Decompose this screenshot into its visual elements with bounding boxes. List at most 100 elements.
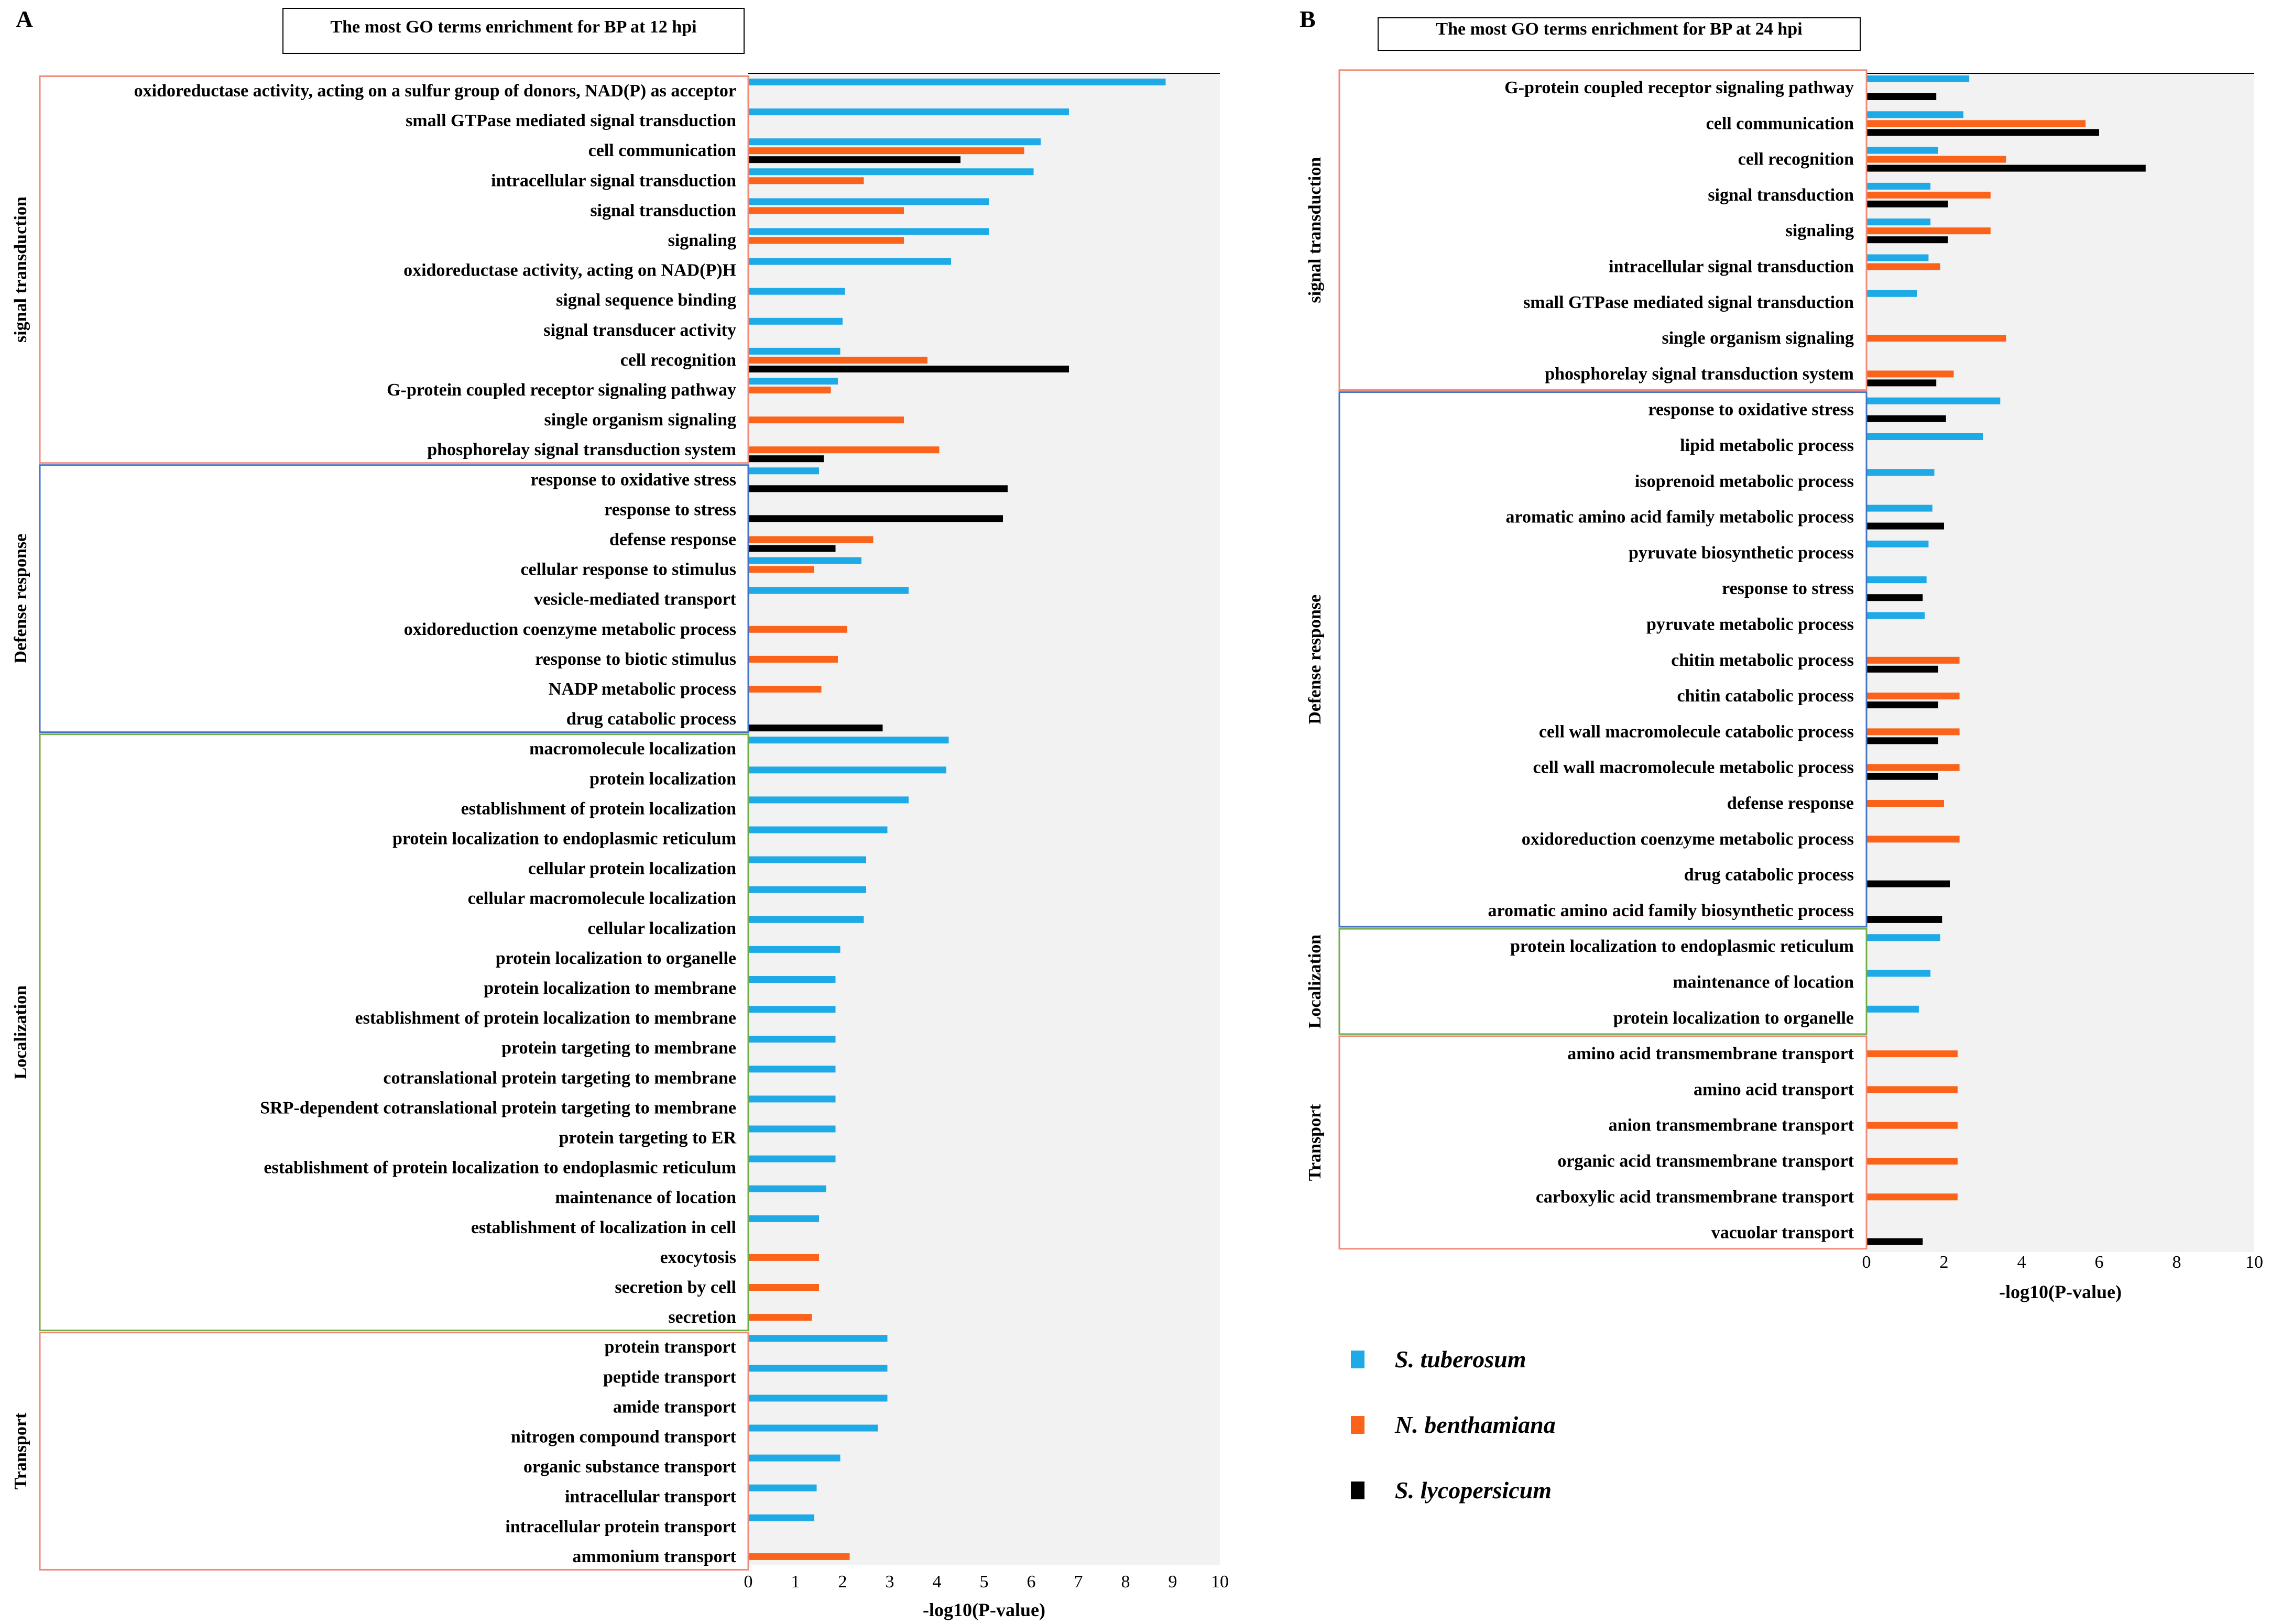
category-label: cell wall macromolecule metabolic proces… xyxy=(1533,758,1854,777)
category-row-isoprenoid-metabolic-process: isoprenoid metabolic process xyxy=(1635,469,1935,491)
category-row-cell-communication: cell communication xyxy=(1706,111,2099,136)
category-row-small-gtpase-mediated-signal-transduction: small GTPase mediated signal transductio… xyxy=(406,108,1069,130)
bar-s-lycopersicum xyxy=(1866,93,1937,100)
bar-n-benthamiana xyxy=(1866,693,1960,700)
bar-s-tuberosum xyxy=(1866,218,1931,226)
category-label: phosphorelay signal transduction system xyxy=(1545,364,1854,383)
bar-s-lycopersicum xyxy=(1866,236,1948,244)
x-tick-label: 2 xyxy=(1940,1253,1949,1272)
category-row-protein-localization-to-endoplasmic-reticulum: protein localization to endoplasmic reti… xyxy=(392,826,888,849)
category-row-g-protein-coupled-receptor-signaling-pathway: G-protein coupled receptor signaling pat… xyxy=(1504,75,1970,100)
category-label: amide transport xyxy=(613,1397,737,1417)
group-label: signal transduction xyxy=(1305,157,1325,303)
category-row-srp-dependent-cotranslational-protein-targeting-to-membrane: SRP-dependent cotranslational protein ta… xyxy=(260,1095,836,1117)
bar-s-lycopersicum xyxy=(1866,880,1950,887)
category-label: protein transport xyxy=(604,1337,736,1357)
bar-s-tuberosum xyxy=(1866,75,1970,82)
category-row-establishment-of-protein-localization-to-endoplasmic-reticulum: establishment of protein localization to… xyxy=(264,1155,836,1178)
category-label: cotranslational protein targeting to mem… xyxy=(383,1068,736,1088)
category-row-small-gtpase-mediated-signal-transduction: small GTPase mediated signal transductio… xyxy=(1523,290,1917,312)
bar-s-lycopersicum xyxy=(748,455,824,463)
bar-s-tuberosum xyxy=(748,1484,817,1491)
category-row-pyruvate-biosynthetic-process: pyruvate biosynthetic process xyxy=(1629,540,1929,563)
category-row-protein-localization: protein localization xyxy=(589,766,946,788)
category-label: cell wall macromolecule catabolic proces… xyxy=(1539,722,1854,741)
bar-s-tuberosum xyxy=(1866,469,1935,476)
bar-s-tuberosum xyxy=(748,766,946,774)
category-row-defense-response: defense response xyxy=(609,530,874,552)
bar-s-tuberosum xyxy=(748,1365,888,1372)
category-label: cellular protein localization xyxy=(528,859,736,879)
category-label: ammonium transport xyxy=(572,1547,736,1566)
bar-s-tuberosum xyxy=(1866,433,1983,440)
bar-s-lycopersicum xyxy=(748,515,1003,522)
category-row-vesicle-mediated-transport: vesicle-mediated transport xyxy=(534,587,909,609)
bar-n-benthamiana xyxy=(1866,764,1960,771)
bar-n-benthamiana xyxy=(748,387,831,393)
category-row-carboxylic-acid-transmembrane-transport: carboxylic acid transmembrane transport xyxy=(1536,1187,1958,1206)
category-row-intracellular-protein-transport: intracellular protein transport xyxy=(505,1514,814,1537)
category-row-pyruvate-metabolic-process: pyruvate metabolic process xyxy=(1646,612,1925,634)
bar-s-tuberosum xyxy=(748,79,1166,85)
category-label: anion transmembrane transport xyxy=(1609,1116,1854,1135)
category-label: maintenance of location xyxy=(1673,973,1854,992)
category-label: response to stress xyxy=(1722,579,1854,598)
bar-n-benthamiana xyxy=(748,655,838,663)
category-row-oxidoreduction-coenzyme-metabolic-process: oxidoreduction coenzyme metabolic proces… xyxy=(404,620,847,639)
legend-swatch xyxy=(1351,1416,1364,1434)
category-label: peptide transport xyxy=(603,1367,737,1387)
category-row-exocytosis: exocytosis xyxy=(660,1248,819,1267)
group-label: Transport xyxy=(11,1412,30,1489)
category-label: small GTPase mediated signal transductio… xyxy=(1523,293,1854,312)
bar-s-tuberosum xyxy=(748,1424,878,1432)
x-tick-label: 5 xyxy=(980,1572,989,1592)
bar-n-benthamiana xyxy=(748,356,927,364)
bar-s-lycopersicum xyxy=(1866,737,1938,744)
group-box-localization xyxy=(1338,928,1868,1035)
x-axis-label: -log10(P-value) xyxy=(1999,1281,2122,1302)
bar-s-tuberosum xyxy=(1866,576,1927,584)
chart-title: The most GO terms enrichment for BP at 2… xyxy=(1436,19,1802,39)
bar-n-benthamiana xyxy=(1866,370,1954,378)
category-row-cellular-macromolecule-localization: cellular macromolecule localization xyxy=(468,886,866,908)
category-label: establishment of protein localization to… xyxy=(264,1158,736,1178)
bar-n-benthamiana xyxy=(748,1314,812,1321)
bar-s-tuberosum xyxy=(748,826,888,833)
category-label: cell recognition xyxy=(1738,150,1854,169)
category-row-establishment-of-localization-in-cell: establishment of localization in cell xyxy=(471,1215,819,1237)
group-box-signal-transduction xyxy=(39,75,749,464)
category-label: protein localization to organelle xyxy=(1613,1008,1854,1028)
category-label: signal transduction xyxy=(1708,185,1854,205)
category-label: response to biotic stimulus xyxy=(535,650,736,669)
bar-s-tuberosum xyxy=(748,1066,836,1073)
group-box-transport xyxy=(39,1332,749,1571)
bar-s-tuberosum xyxy=(748,467,819,475)
bar-s-lycopersicum xyxy=(1866,379,1937,387)
category-row-drug-catabolic-process: drug catabolic process xyxy=(566,709,883,732)
category-row-establishment-of-protein-localization-to-membrane: establishment of protein localization to… xyxy=(355,1006,836,1028)
bar-n-benthamiana xyxy=(1866,1086,1958,1093)
bar-n-benthamiana xyxy=(1866,1193,1958,1201)
bar-n-benthamiana xyxy=(748,1284,819,1291)
bar-s-tuberosum xyxy=(1866,397,2001,404)
category-row-intracellular-transport: intracellular transport xyxy=(565,1484,817,1507)
bar-s-tuberosum xyxy=(748,1125,836,1133)
bar-n-benthamiana xyxy=(748,147,1024,155)
bar-s-lycopersicum xyxy=(1866,415,1946,422)
category-label: protein targeting to membrane xyxy=(501,1038,736,1058)
bar-s-tuberosum xyxy=(748,1006,836,1013)
category-label: establishment of protein localization to… xyxy=(355,1008,736,1028)
category-row-defense-response: defense response xyxy=(1727,794,1944,813)
category-row-cotranslational-protein-targeting-to-membrane: cotranslational protein targeting to mem… xyxy=(383,1066,836,1088)
category-label: aromatic amino acid family metabolic pro… xyxy=(1506,508,1854,527)
bar-s-tuberosum xyxy=(748,1395,888,1402)
category-label: signal transduction xyxy=(590,201,736,220)
x-tick-label: 4 xyxy=(933,1572,942,1592)
x-tick-label: 9 xyxy=(1169,1572,1177,1592)
category-row-ammonium-transport: ammonium transport xyxy=(572,1547,850,1566)
bar-s-lycopersicum xyxy=(1866,665,1938,673)
category-label: signal transducer activity xyxy=(543,321,736,340)
category-label: signal sequence binding xyxy=(556,291,736,310)
bar-s-tuberosum xyxy=(748,228,989,235)
